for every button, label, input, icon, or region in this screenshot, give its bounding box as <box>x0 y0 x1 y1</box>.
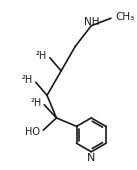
Text: CH₃: CH₃ <box>116 12 135 22</box>
Text: NH: NH <box>84 17 100 27</box>
Text: ²H: ²H <box>36 51 47 61</box>
Text: HO: HO <box>25 127 40 137</box>
Text: N: N <box>87 153 95 163</box>
Text: ²H: ²H <box>30 98 41 108</box>
Text: ²H: ²H <box>22 75 33 85</box>
